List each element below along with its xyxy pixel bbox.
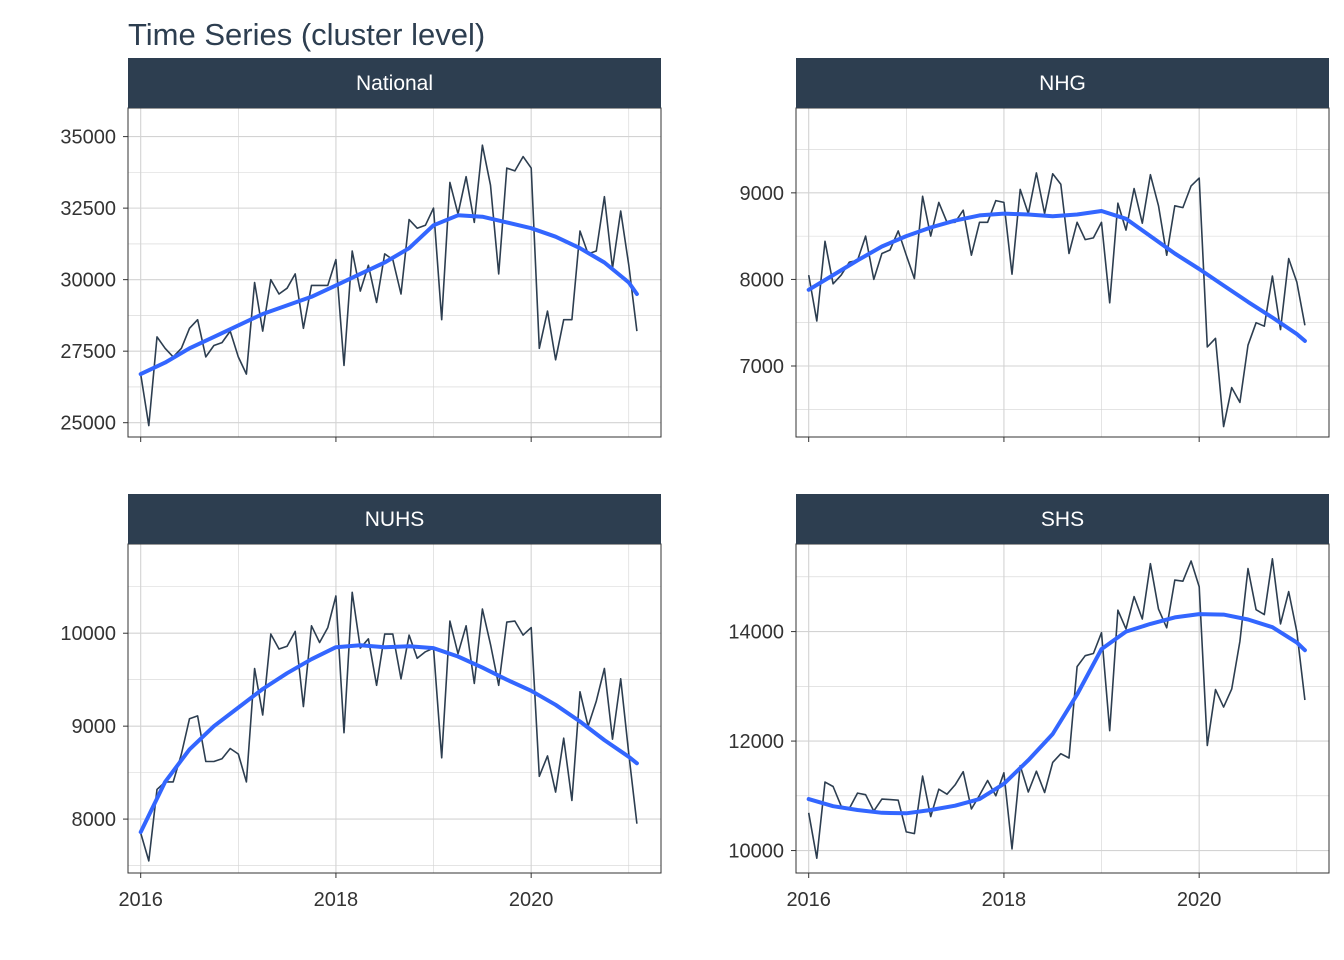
y-tick-label: 27500 xyxy=(60,341,116,363)
smooth-trend-line-national xyxy=(138,213,639,377)
smooth-trend-line-shs xyxy=(806,612,1307,816)
panel-border-national xyxy=(127,107,662,438)
y-tick-label: 10000 xyxy=(728,841,784,863)
x-tick-label: 2016 xyxy=(786,889,831,911)
facet-strip-shs xyxy=(796,494,1329,544)
facet-strip-national xyxy=(128,58,661,108)
grid-nhg xyxy=(796,108,1329,437)
facet-label-shs: SHS xyxy=(1041,508,1084,531)
panel-border-shs xyxy=(795,543,1330,874)
grid-nuhs xyxy=(128,544,661,873)
raw-series-line-nhg xyxy=(807,172,1306,428)
y-tick-label: 35000 xyxy=(60,127,116,149)
facet-label-national: National xyxy=(356,72,433,95)
panel-national: National 25000 27500 30000 32500 35000 xyxy=(60,58,662,442)
raw-series-line-national xyxy=(139,144,638,427)
smooth-trend-line-nuhs xyxy=(138,643,639,835)
panel-border-nuhs xyxy=(127,543,662,874)
grid-shs xyxy=(796,544,1329,873)
x-tick-label: 2018 xyxy=(314,889,359,911)
x-tick-label: 2016 xyxy=(118,889,163,911)
raw-series-line-nuhs xyxy=(139,591,638,862)
facet-label-nhg: NHG xyxy=(1039,72,1086,95)
y-tick-label: 10000 xyxy=(60,623,116,645)
smooth-trend-line-nhg xyxy=(806,209,1307,343)
chart-title: Time Series (cluster level) xyxy=(128,17,485,52)
y-tick-label: 12000 xyxy=(728,731,784,753)
x-tick-label: 2020 xyxy=(509,889,554,911)
facet-strip-nhg xyxy=(796,58,1329,108)
y-tick-label: 8000 xyxy=(740,269,785,291)
panel-nuhs: NUHS 8000 9000 10000 2016 2018 2020 xyxy=(60,494,662,911)
x-tick-label: 2020 xyxy=(1177,889,1222,911)
y-tick-label: 8000 xyxy=(72,809,117,831)
panel-shs: SHS 10000 12000 14000 2016 2018 2020 xyxy=(728,494,1330,911)
y-tick-label: 32500 xyxy=(60,198,116,220)
y-tick-label: 30000 xyxy=(60,270,116,292)
x-tick-label: 2018 xyxy=(982,889,1027,911)
y-tick-label: 14000 xyxy=(728,622,784,644)
y-tick-label: 7000 xyxy=(740,356,785,378)
facet-strip-nuhs xyxy=(128,494,661,544)
y-tick-label: 25000 xyxy=(60,413,116,435)
y-tick-label: 9000 xyxy=(72,716,117,738)
grid-national xyxy=(128,108,661,437)
y-tick-label: 9000 xyxy=(740,183,785,205)
panels: National 25000 27500 30000 32500 35000 NHG 7000… xyxy=(60,58,1330,911)
panel-nhg: NHG 7000 8000 9000 xyxy=(740,58,1330,442)
facet-label-nuhs: NUHS xyxy=(365,508,425,531)
raw-series-line-shs xyxy=(807,557,1306,860)
